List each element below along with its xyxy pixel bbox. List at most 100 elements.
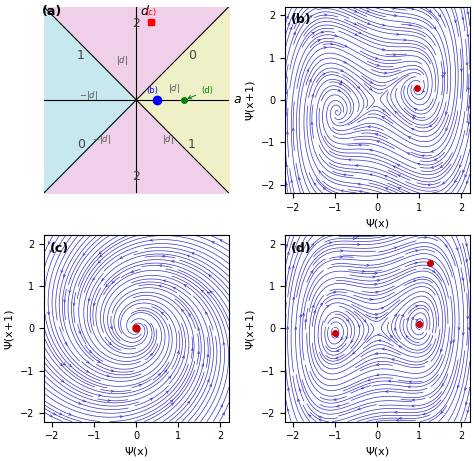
FancyArrowPatch shape (220, 405, 223, 407)
FancyArrowPatch shape (415, 319, 418, 322)
FancyArrowPatch shape (61, 270, 63, 272)
FancyArrowPatch shape (412, 118, 415, 119)
FancyArrowPatch shape (110, 326, 112, 329)
FancyArrowPatch shape (379, 339, 381, 342)
Text: 1: 1 (77, 49, 85, 62)
FancyArrowPatch shape (364, 319, 366, 322)
FancyArrowPatch shape (330, 43, 333, 45)
FancyArrowPatch shape (286, 244, 288, 247)
Text: (b): (b) (146, 86, 158, 95)
FancyArrowPatch shape (285, 183, 288, 185)
FancyArrowPatch shape (337, 349, 339, 352)
FancyArrowPatch shape (340, 256, 342, 258)
FancyArrowPatch shape (351, 340, 353, 343)
FancyArrowPatch shape (324, 47, 326, 49)
FancyArrowPatch shape (48, 242, 50, 244)
FancyArrowPatch shape (370, 81, 372, 83)
FancyArrowPatch shape (415, 109, 417, 111)
FancyArrowPatch shape (431, 166, 434, 169)
FancyArrowPatch shape (358, 408, 361, 410)
FancyArrowPatch shape (441, 411, 443, 413)
FancyArrowPatch shape (377, 64, 379, 66)
FancyArrowPatch shape (64, 275, 65, 277)
FancyArrowPatch shape (355, 34, 357, 35)
FancyArrowPatch shape (210, 291, 213, 294)
FancyArrowPatch shape (465, 175, 467, 177)
FancyArrowPatch shape (377, 374, 379, 376)
FancyArrowPatch shape (385, 175, 387, 177)
FancyArrowPatch shape (53, 413, 55, 415)
FancyArrowPatch shape (65, 342, 67, 345)
FancyArrowPatch shape (182, 356, 184, 358)
FancyArrowPatch shape (397, 164, 400, 166)
FancyArrowPatch shape (63, 363, 65, 365)
FancyArrowPatch shape (416, 305, 418, 307)
FancyArrowPatch shape (166, 391, 168, 394)
FancyArrowPatch shape (333, 291, 336, 293)
FancyArrowPatch shape (171, 403, 173, 405)
FancyArrowPatch shape (392, 359, 394, 361)
FancyArrowPatch shape (341, 70, 343, 71)
Text: 1: 1 (188, 138, 196, 151)
FancyArrowPatch shape (341, 190, 343, 192)
FancyArrowPatch shape (99, 260, 100, 263)
FancyArrowPatch shape (207, 355, 209, 357)
FancyArrowPatch shape (411, 8, 414, 10)
FancyArrowPatch shape (100, 251, 102, 254)
FancyArrowPatch shape (415, 250, 418, 252)
FancyArrowPatch shape (357, 243, 360, 246)
FancyArrowPatch shape (309, 80, 311, 82)
FancyArrowPatch shape (407, 318, 409, 320)
FancyArrowPatch shape (383, 348, 385, 350)
FancyArrowPatch shape (184, 285, 187, 287)
FancyArrowPatch shape (392, 7, 395, 9)
FancyArrowPatch shape (375, 272, 377, 274)
FancyArrowPatch shape (346, 336, 348, 339)
FancyArrowPatch shape (340, 250, 343, 252)
FancyArrowPatch shape (393, 54, 396, 56)
FancyArrowPatch shape (102, 278, 104, 281)
X-axis label: Ψ(x): Ψ(x) (124, 447, 148, 457)
FancyArrowPatch shape (288, 23, 290, 25)
FancyArrowPatch shape (413, 280, 416, 282)
FancyArrowPatch shape (337, 335, 339, 337)
FancyArrowPatch shape (419, 321, 421, 324)
FancyArrowPatch shape (411, 128, 414, 130)
FancyArrowPatch shape (120, 416, 122, 418)
FancyArrowPatch shape (468, 106, 470, 108)
FancyArrowPatch shape (368, 125, 370, 128)
FancyArrowPatch shape (462, 17, 464, 20)
FancyArrowPatch shape (86, 370, 88, 372)
FancyArrowPatch shape (377, 363, 379, 366)
FancyArrowPatch shape (318, 40, 320, 41)
FancyArrowPatch shape (368, 379, 371, 381)
FancyArrowPatch shape (404, 39, 406, 41)
FancyArrowPatch shape (93, 303, 95, 306)
Text: $d$: $d$ (140, 4, 150, 18)
FancyArrowPatch shape (334, 398, 337, 401)
FancyArrowPatch shape (164, 370, 167, 372)
FancyArrowPatch shape (112, 281, 115, 283)
FancyArrowPatch shape (329, 242, 331, 244)
FancyArrowPatch shape (341, 337, 343, 340)
FancyArrowPatch shape (201, 290, 204, 293)
FancyArrowPatch shape (375, 291, 378, 293)
FancyArrowPatch shape (467, 88, 470, 90)
FancyArrowPatch shape (457, 385, 459, 388)
FancyArrowPatch shape (429, 10, 431, 12)
FancyArrowPatch shape (191, 349, 193, 351)
FancyArrowPatch shape (432, 270, 435, 272)
FancyArrowPatch shape (465, 388, 466, 390)
FancyArrowPatch shape (399, 346, 401, 348)
FancyArrowPatch shape (438, 14, 440, 17)
FancyArrowPatch shape (370, 298, 372, 301)
FancyArrowPatch shape (292, 266, 294, 268)
FancyArrowPatch shape (391, 336, 393, 338)
FancyArrowPatch shape (209, 275, 211, 277)
Text: $|d|$: $|d|$ (162, 132, 173, 146)
Text: $|d|$: $|d|$ (116, 54, 128, 67)
Text: (c): (c) (50, 242, 69, 254)
FancyArrowPatch shape (207, 380, 209, 382)
FancyArrowPatch shape (399, 417, 401, 420)
FancyArrowPatch shape (292, 129, 294, 131)
